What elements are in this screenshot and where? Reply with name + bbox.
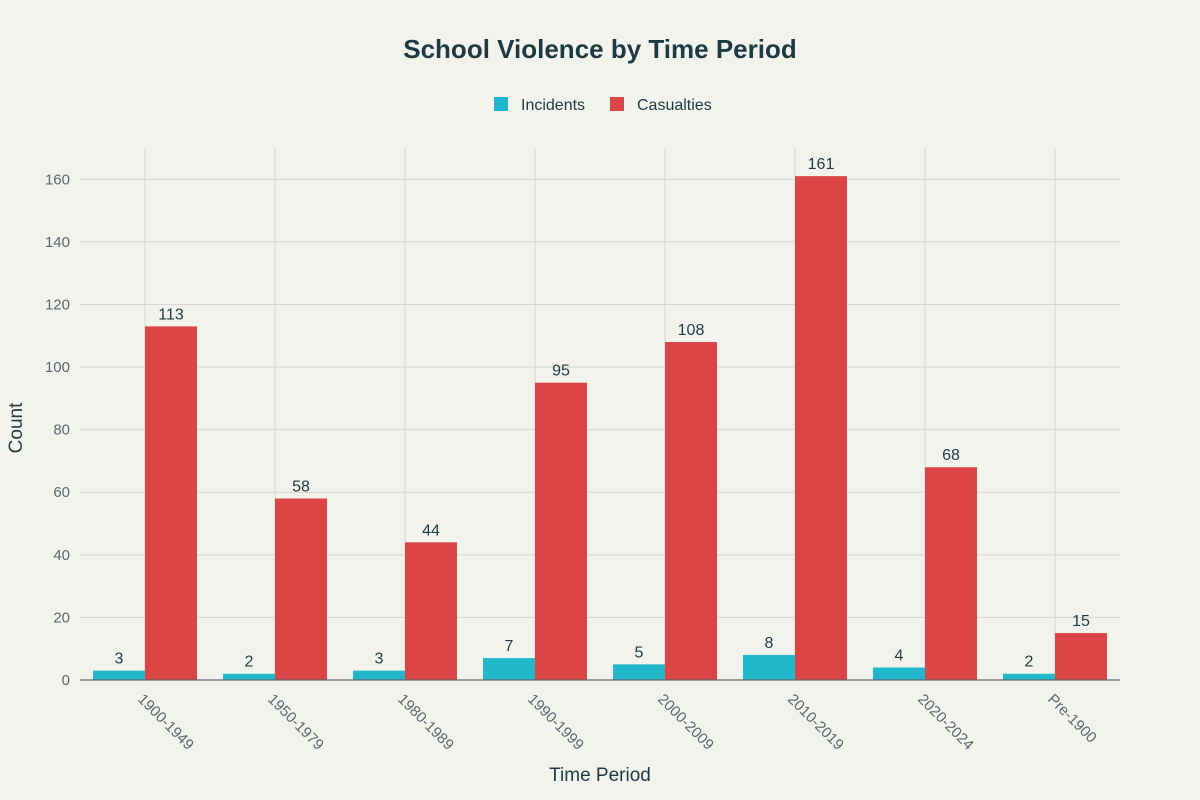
data-label-casualties-1990-1999: 95 xyxy=(552,363,570,380)
bar-incidents-Pre-1900 xyxy=(1003,673,1055,680)
y-tick-label: 140 xyxy=(45,234,70,251)
x-tick-label: Pre-1900 xyxy=(1044,691,1100,747)
data-label-incidents-2000-2009: 5 xyxy=(635,644,644,661)
data-label-casualties-Pre-1900: 15 xyxy=(1072,613,1090,630)
data-label-casualties-1980-1989: 44 xyxy=(422,522,440,539)
bar-casualties-1950-1979 xyxy=(275,498,327,680)
bars xyxy=(93,176,1107,680)
legend-label-incidents: Incidents xyxy=(521,97,585,114)
y-tick-label: 100 xyxy=(45,359,70,376)
x-axis-ticks: 1900-1949 1950-1979 1980-1989 1990-1999 2000… xyxy=(134,691,1100,754)
legend-label-casualties: Casualties xyxy=(637,97,712,114)
data-label-casualties-2000-2009: 108 xyxy=(678,322,705,339)
bar-incidents-2020-2024 xyxy=(873,667,925,680)
bar-casualties-2010-2019 xyxy=(795,176,847,680)
bar-incidents-2010-2019 xyxy=(743,654,795,680)
legend-swatch-incidents xyxy=(494,97,508,111)
chart-title: School Violence by Time Period xyxy=(403,34,797,64)
data-label-casualties-2010-2019: 161 xyxy=(808,156,835,173)
y-tick-label: 0 xyxy=(62,672,70,689)
data-labels: 3 113 2 58 3 44 7 95 5 108 8 161 4 68 2 15 xyxy=(115,156,1090,671)
y-tick-label: 20 xyxy=(53,609,70,626)
x-tick-label: 1980-1989 xyxy=(394,691,457,754)
bar-casualties-2000-2009 xyxy=(665,342,717,680)
y-axis-ticks: 0 20 40 60 80 100 120 140 160 xyxy=(45,171,70,689)
data-label-incidents-1900-1949: 3 xyxy=(115,651,124,668)
bar-casualties-1990-1999 xyxy=(535,382,587,680)
bar-incidents-1990-1999 xyxy=(483,658,535,680)
bar-casualties-1900-1949 xyxy=(145,326,197,680)
bar-casualties-1980-1989 xyxy=(405,542,457,680)
data-label-casualties-1900-1949: 113 xyxy=(158,306,184,323)
y-tick-label: 80 xyxy=(53,422,70,439)
data-label-incidents-1990-1999: 7 xyxy=(505,638,514,655)
x-tick-label: 2010-2019 xyxy=(784,691,847,754)
bar-incidents-2000-2009 xyxy=(613,664,665,680)
x-tick-label: 1990-1999 xyxy=(524,691,587,754)
legend-swatch-casualties xyxy=(610,97,624,111)
bar-incidents-1950-1979 xyxy=(223,673,275,680)
data-label-incidents-Pre-1900: 2 xyxy=(1025,654,1034,671)
bar-incidents-1980-1989 xyxy=(353,670,405,680)
bar-casualties-Pre-1900 xyxy=(1055,633,1107,680)
bar-casualties-2020-2024 xyxy=(925,467,977,680)
x-tick-label: 1900-1949 xyxy=(134,691,197,754)
y-axis-label: Count xyxy=(6,402,27,453)
y-tick-label: 160 xyxy=(45,171,70,188)
legend: Incidents Casualties xyxy=(494,97,712,114)
data-label-incidents-2010-2019: 8 xyxy=(765,635,774,652)
data-label-casualties-1950-1979: 58 xyxy=(292,478,310,495)
y-tick-label: 60 xyxy=(53,484,70,501)
data-label-casualties-2020-2024: 68 xyxy=(942,447,960,464)
x-axis-label: Time Period xyxy=(549,765,651,786)
bar-incidents-1900-1949 xyxy=(93,670,145,680)
data-label-incidents-1950-1979: 2 xyxy=(245,654,254,671)
y-tick-label: 40 xyxy=(53,547,70,564)
data-label-incidents-2020-2024: 4 xyxy=(895,647,904,664)
x-tick-label: 2020-2024 xyxy=(914,691,977,754)
x-tick-label: 1950-1979 xyxy=(264,691,327,754)
x-tick-label: 2000-2009 xyxy=(654,691,717,754)
y-tick-label: 120 xyxy=(45,296,70,313)
data-label-incidents-1980-1989: 3 xyxy=(375,651,384,668)
